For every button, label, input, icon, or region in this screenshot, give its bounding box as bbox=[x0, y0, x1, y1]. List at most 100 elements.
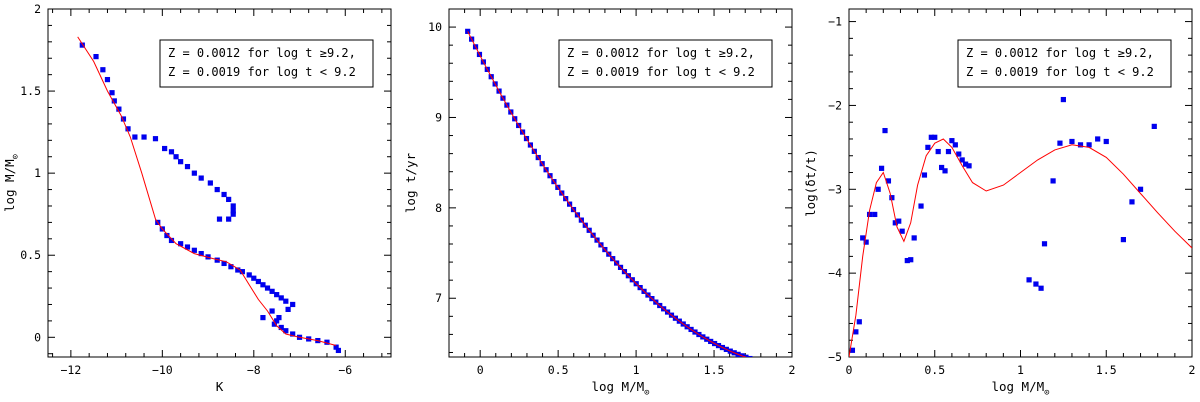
y-tick-label: 10 bbox=[428, 20, 442, 34]
data-point bbox=[120, 116, 127, 122]
data-point bbox=[945, 148, 952, 155]
plot-area bbox=[77, 36, 342, 354]
data-point bbox=[290, 301, 296, 308]
data-point bbox=[274, 292, 280, 298]
y-tick-label: 9 bbox=[435, 110, 442, 124]
data-point bbox=[285, 306, 291, 312]
data-point bbox=[743, 354, 749, 357]
data-point bbox=[230, 211, 236, 217]
data-point bbox=[271, 321, 277, 327]
data-point bbox=[141, 134, 147, 140]
data-point bbox=[849, 347, 856, 353]
data-point bbox=[274, 318, 280, 324]
data-point bbox=[465, 28, 471, 34]
data-point bbox=[1033, 281, 1039, 287]
data-point bbox=[111, 98, 117, 104]
x-tick-label: 1 bbox=[633, 363, 640, 377]
data-point bbox=[264, 285, 271, 291]
x-tick-label: 0.5 bbox=[548, 363, 569, 377]
legend-entry: Z = 0.0012 for log t ≥9.2, bbox=[567, 46, 755, 60]
x-tick-label: −12 bbox=[60, 363, 81, 377]
data-point bbox=[889, 195, 895, 201]
data-point bbox=[173, 154, 179, 160]
y-tick-label: 2 bbox=[34, 2, 41, 16]
data-point bbox=[235, 267, 241, 273]
data-point bbox=[885, 178, 892, 184]
data-point bbox=[178, 241, 184, 247]
chart-panel-3: 0 0.5 1 1.5 2 −5 −4 −3 −2 −1 log M/M⊙ log(δt/t) Z = … bbox=[803, 8, 1196, 398]
legend-entry: Z = 0.0012 for log t ≥9.2, bbox=[168, 46, 356, 60]
data-point bbox=[178, 159, 184, 165]
data-point bbox=[739, 353, 745, 357]
data-point bbox=[198, 175, 204, 181]
y-axis-label: log t/yr bbox=[403, 152, 418, 213]
data-point bbox=[100, 67, 106, 73]
legend-box bbox=[957, 39, 1172, 88]
data-point bbox=[260, 282, 266, 288]
x-axis-label: log M/M⊙ bbox=[991, 379, 1049, 398]
legend: Z = 0.0012 for log t ≥9.2, Z = 0.0019 for… bbox=[957, 39, 1172, 88]
data-point bbox=[255, 278, 261, 285]
plot-area bbox=[465, 28, 760, 363]
data-point bbox=[1120, 237, 1126, 243]
x-axis-label-subscript: ⊙ bbox=[644, 388, 649, 398]
data-point bbox=[1026, 277, 1032, 283]
data-point bbox=[860, 235, 866, 241]
legend-entry: Z = 0.0019 for log t < 9.2 bbox=[966, 65, 1154, 79]
legend-box bbox=[558, 39, 773, 88]
y-axis-label-subscript: ⊙ bbox=[11, 154, 21, 159]
data-point bbox=[966, 163, 972, 169]
x-axis-label: K bbox=[216, 379, 224, 394]
plot-area bbox=[849, 96, 1192, 357]
y-tick-label: 0.5 bbox=[20, 248, 41, 262]
x-tick-label: −8 bbox=[247, 363, 261, 377]
data-point bbox=[872, 211, 878, 218]
data-point bbox=[1050, 178, 1056, 184]
data-point bbox=[260, 315, 266, 321]
data-point bbox=[164, 232, 170, 239]
data-point bbox=[109, 90, 115, 96]
data-point bbox=[1041, 241, 1048, 247]
data-point bbox=[939, 164, 945, 171]
legend-box bbox=[159, 39, 374, 88]
data-point bbox=[162, 145, 168, 152]
data-point bbox=[226, 216, 232, 222]
data-point bbox=[191, 247, 197, 253]
data-point bbox=[866, 211, 873, 218]
data-point bbox=[1038, 285, 1044, 291]
data-point bbox=[333, 344, 339, 350]
data-point bbox=[875, 186, 881, 192]
data-point bbox=[230, 203, 236, 209]
data-point bbox=[959, 157, 965, 163]
data-point bbox=[942, 168, 948, 174]
data-point bbox=[878, 165, 885, 171]
data-point bbox=[863, 239, 869, 245]
data-point bbox=[278, 295, 284, 301]
chart-panel-2: 0 0.5 1 1.5 2 7 8 9 10 log M/M⊙ log t/yr Z = 0.0012… bbox=[403, 8, 795, 398]
data-point bbox=[1057, 140, 1063, 146]
data-point bbox=[1103, 138, 1109, 145]
x-tick-label: 2 bbox=[1189, 363, 1196, 377]
legend: Z = 0.0012 for log t ≥9.2, Z = 0.0019 for… bbox=[159, 39, 374, 88]
data-point bbox=[963, 161, 969, 167]
data-point bbox=[904, 257, 910, 264]
data-point bbox=[1086, 142, 1092, 148]
data-point bbox=[132, 134, 138, 140]
data-point bbox=[911, 235, 917, 241]
data-point bbox=[191, 170, 197, 176]
x-tick-label: 0 bbox=[846, 363, 853, 377]
data-point bbox=[755, 358, 760, 363]
y-tick-label: −5 bbox=[828, 350, 842, 364]
fit-curve bbox=[467, 31, 747, 357]
data-point bbox=[214, 257, 220, 263]
data-point bbox=[104, 76, 111, 83]
data-point bbox=[896, 218, 902, 224]
y-axis-label: log M/M⊙ bbox=[2, 154, 21, 212]
data-point bbox=[221, 191, 227, 198]
x-tick-label: −6 bbox=[338, 363, 352, 377]
data-point bbox=[207, 180, 213, 186]
data-point bbox=[276, 315, 282, 321]
x-tick-label: 0 bbox=[477, 363, 484, 377]
legend-entry: Z = 0.0012 for log t ≥9.2, bbox=[966, 46, 1154, 60]
